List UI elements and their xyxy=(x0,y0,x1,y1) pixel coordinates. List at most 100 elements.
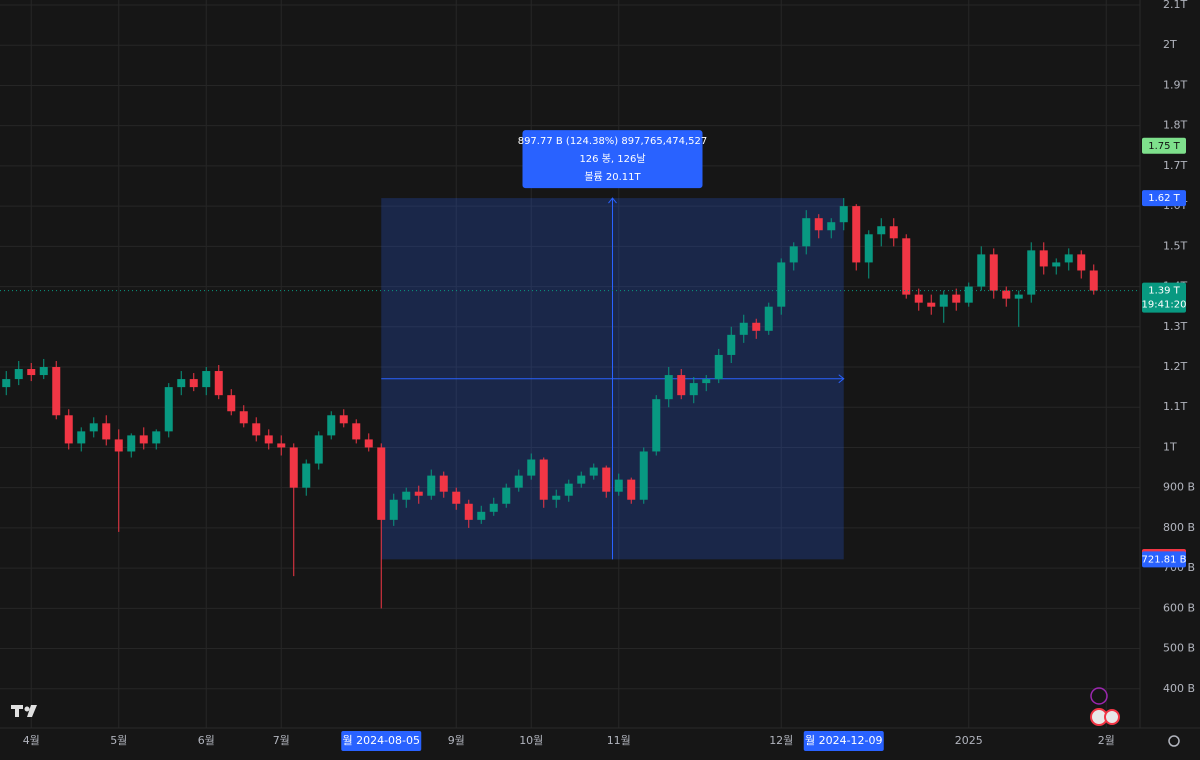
price-label: 1.75 T xyxy=(1148,141,1180,152)
candle-body xyxy=(739,322,748,335)
date-label: 월 2024-12-09 xyxy=(805,734,883,747)
candle-body xyxy=(502,487,511,504)
candle-body xyxy=(852,206,861,263)
price-label-box xyxy=(1142,190,1186,207)
candle-body xyxy=(302,463,311,488)
date-label: 월 2024-08-05 xyxy=(342,734,420,747)
x-tick-label: 5월 xyxy=(110,734,127,747)
candle-body xyxy=(77,431,86,444)
event-icon[interactable] xyxy=(1104,709,1120,725)
y-tick-label: 1.8T xyxy=(1163,119,1187,132)
measure-arrow xyxy=(838,374,845,384)
candle-body xyxy=(339,415,348,424)
measure-info-text: 897.77 B (124.38%) 897,765,474,527 xyxy=(518,136,708,147)
candle-body xyxy=(289,447,298,488)
candle-body xyxy=(389,499,398,520)
candle-body xyxy=(1064,254,1073,263)
y-tick-label: 2T xyxy=(1163,38,1177,51)
date-label-box xyxy=(803,731,884,751)
candle-body xyxy=(127,435,136,452)
measure-info-box xyxy=(522,130,703,189)
candle-body xyxy=(177,379,186,388)
candle-body xyxy=(577,475,586,484)
candle-body xyxy=(802,218,811,247)
candle-body xyxy=(164,387,173,432)
price-label: 1.39 T xyxy=(1148,286,1180,297)
candle-body xyxy=(64,415,73,444)
y-tick-label: 500 B xyxy=(1163,642,1195,655)
candle-body xyxy=(1052,262,1061,267)
candle-body xyxy=(464,503,473,520)
candles xyxy=(2,198,1098,609)
candle-body xyxy=(452,491,461,504)
candle-body xyxy=(102,423,111,440)
candle-body xyxy=(952,294,961,303)
candle-body xyxy=(939,294,948,307)
candle-body xyxy=(314,435,323,464)
candle-body xyxy=(439,475,448,492)
y-tick-label: 2.1T xyxy=(1163,0,1187,11)
candle-body xyxy=(1014,294,1023,299)
candle-body xyxy=(764,306,773,331)
measure-info-text: 126 봉, 126날 xyxy=(579,153,645,165)
y-tick-label: 1.1T xyxy=(1163,400,1187,413)
grid xyxy=(0,0,1140,728)
price-label-box xyxy=(1142,137,1186,154)
candle-body xyxy=(427,475,436,496)
candle-body xyxy=(39,367,48,376)
x-tick-label: 6월 xyxy=(198,734,215,747)
candle-body xyxy=(552,495,561,500)
candle-body xyxy=(989,254,998,291)
candle-body xyxy=(377,447,386,520)
candle-body xyxy=(327,415,336,436)
candle-body xyxy=(364,439,373,448)
date-label-box xyxy=(341,731,422,751)
candle-body xyxy=(589,467,598,476)
x-tick-label: 11월 xyxy=(607,734,631,747)
candle-body xyxy=(689,383,698,396)
candle-body xyxy=(889,226,898,239)
x-tick-label: 12월 xyxy=(769,734,793,747)
x-tick-label: 4월 xyxy=(23,734,40,747)
measure-layer: 897.77 B (124.38%) 897,765,474,527 126 봉,… xyxy=(381,130,845,560)
candle-body xyxy=(814,218,823,231)
x-tick-label: 10월 xyxy=(519,734,543,747)
y-tick-label: 400 B xyxy=(1163,682,1195,695)
settings-icon[interactable] xyxy=(1168,735,1180,747)
candle-body xyxy=(864,234,873,263)
candle-body xyxy=(602,467,611,492)
candle-body xyxy=(252,423,261,436)
candle-body xyxy=(839,206,848,223)
candle-body xyxy=(414,491,423,496)
x-tick-label: 2월 xyxy=(1098,734,1115,747)
candle-body xyxy=(789,246,798,263)
candle-body xyxy=(727,334,736,355)
candle-body xyxy=(14,369,23,380)
candle-body xyxy=(227,395,236,412)
candle-body xyxy=(827,222,836,231)
candle-body xyxy=(214,371,223,396)
tv-logo xyxy=(11,705,37,717)
y-tick-label: 1.3T xyxy=(1163,320,1187,333)
candle-body xyxy=(664,375,673,400)
price-label: 721.81 B xyxy=(1141,554,1186,565)
candle-body xyxy=(527,459,536,476)
alert-icon[interactable] xyxy=(1090,687,1108,705)
candle-body xyxy=(614,479,623,492)
candle-body xyxy=(1039,250,1048,267)
candle-body xyxy=(714,354,723,380)
y-tick-label: 1.9T xyxy=(1163,78,1187,91)
candle-body xyxy=(114,439,123,452)
y-tick-label: 1.7T xyxy=(1163,159,1187,172)
measure-arrow xyxy=(608,197,617,204)
candle-body xyxy=(1002,290,1011,299)
candle-body xyxy=(402,491,411,500)
candle-body xyxy=(539,459,548,500)
candle-body xyxy=(977,254,986,287)
candle-body xyxy=(264,435,273,444)
candle-body xyxy=(702,379,711,384)
x-tick-label: 2025 xyxy=(955,734,983,747)
candle-body xyxy=(239,411,248,424)
